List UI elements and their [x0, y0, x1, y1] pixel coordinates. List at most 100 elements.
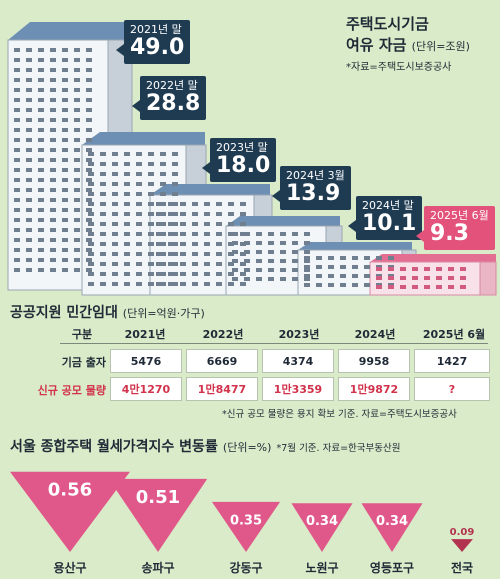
window [26, 168, 32, 172]
window [86, 78, 92, 82]
window [228, 262, 234, 266]
window [136, 162, 142, 166]
window [62, 178, 68, 182]
window [74, 198, 80, 202]
window [86, 198, 92, 202]
window [216, 272, 222, 276]
window [100, 182, 106, 186]
window [62, 118, 68, 122]
window [124, 202, 130, 206]
category-label: 노원구 [305, 561, 338, 575]
window [148, 182, 154, 186]
window [388, 267, 394, 271]
window [100, 192, 106, 196]
window [86, 168, 92, 172]
window [240, 242, 246, 246]
window [100, 272, 106, 276]
window [256, 250, 262, 254]
window [244, 232, 250, 236]
window [112, 222, 118, 226]
window [148, 242, 154, 246]
window [50, 58, 56, 62]
window [340, 283, 346, 287]
window [232, 277, 238, 281]
window [74, 158, 80, 162]
window [160, 272, 166, 276]
window [112, 282, 118, 286]
window [172, 282, 178, 286]
window [156, 282, 162, 286]
bar-노원구 [291, 503, 353, 552]
window [292, 268, 298, 272]
window [388, 285, 394, 289]
window [86, 118, 92, 122]
window [292, 232, 298, 236]
window [88, 232, 94, 236]
fund-title-line2: 여유 자금 [346, 36, 407, 54]
window [86, 228, 92, 232]
window [304, 259, 310, 263]
window [232, 268, 238, 272]
window [62, 128, 68, 132]
window [62, 168, 68, 172]
table-cell: 1만8477 [186, 377, 258, 401]
window [26, 78, 32, 82]
window [38, 48, 44, 52]
window [204, 222, 210, 226]
window [26, 188, 32, 192]
window [340, 274, 346, 278]
window [328, 283, 334, 287]
window [352, 265, 358, 269]
window [26, 128, 32, 132]
window [204, 272, 210, 276]
window [88, 242, 94, 246]
window [112, 232, 118, 236]
window [14, 268, 20, 272]
window [62, 98, 68, 102]
window [100, 152, 106, 156]
window [172, 252, 178, 256]
callout-value: 18.0 [216, 153, 271, 178]
window [304, 268, 310, 272]
window [180, 202, 186, 206]
window [100, 222, 106, 226]
window [50, 198, 56, 202]
window [436, 285, 442, 289]
window [136, 252, 142, 256]
window [240, 252, 246, 256]
window [74, 148, 80, 152]
window [26, 58, 32, 62]
window [328, 265, 334, 269]
window [352, 256, 358, 260]
window [62, 158, 68, 162]
window [400, 276, 406, 280]
window [26, 108, 32, 112]
window [244, 268, 250, 272]
window [280, 232, 286, 236]
window [26, 238, 32, 242]
window [244, 250, 250, 254]
window [112, 162, 118, 166]
table-header-2025: 2025년 6월 [422, 328, 486, 341]
window [304, 256, 310, 260]
window [280, 268, 286, 272]
window [62, 138, 68, 142]
window [86, 268, 92, 272]
window [86, 158, 92, 162]
callout-2025-06: 2025년 6월 9.3 [416, 206, 495, 250]
window [136, 262, 142, 266]
window [232, 241, 238, 245]
window [74, 248, 80, 252]
value-label: 0.34 [306, 514, 338, 529]
window [86, 248, 92, 252]
window [216, 232, 222, 236]
window [168, 202, 174, 206]
rent-index-note: *7월 기준. 자료=한국부동산원 [276, 443, 401, 454]
window [172, 192, 178, 196]
callout-2021: 2021년 말 49.0 [116, 20, 191, 64]
window [228, 242, 234, 246]
window [50, 218, 56, 222]
rental-title-text: 공공지원 민간임대 [10, 305, 118, 321]
window [180, 242, 186, 246]
window [148, 272, 154, 276]
